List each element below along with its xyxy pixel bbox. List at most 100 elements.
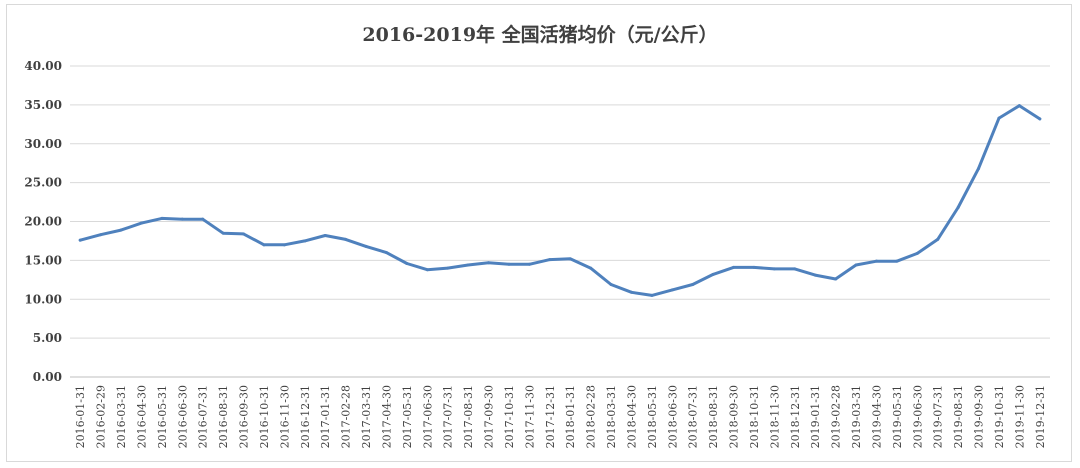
data-point [384,251,388,255]
x-tick-label: 2016-05-31 [156,385,169,448]
data-point [670,288,674,292]
x-tick-label: 2018-09-30 [728,385,741,448]
data-point [732,265,736,269]
data-point [139,221,143,225]
data-point [977,167,981,171]
x-tick-label: 2019-04-30 [870,385,883,448]
data-point [221,231,225,235]
data-point [589,266,593,270]
x-tick-label: 2016-12-31 [299,385,312,448]
x-tick-label: 2017-08-31 [462,385,475,448]
x-tick-label: 2017-01-31 [319,385,332,448]
data-point [425,268,429,272]
data-point [160,216,164,220]
x-tick-label: 2016-09-30 [238,385,251,448]
data-point [99,233,103,237]
data-point [78,238,82,242]
x-tick-label: 2019-11-30 [1013,385,1026,448]
x-tick-label: 2016-10-31 [258,385,271,448]
data-point [691,282,695,286]
data-point [752,265,756,269]
x-tick-label: 2019-07-31 [932,385,945,448]
x-tick-label: 2018-06-30 [666,385,679,448]
data-point [936,237,940,241]
data-point [282,243,286,247]
x-tick-label: 2016-08-31 [217,385,230,448]
x-axis-ticks: 2016-01-31 2016-02-29 2016-03-31 2016-04-30… [74,385,1047,448]
x-tick-label: 2018-01-31 [564,385,577,448]
y-tick-label: 15.00 [24,253,62,267]
data-point [629,290,633,294]
data-point [119,228,123,232]
data-point [568,257,572,261]
data-point [895,259,899,263]
x-tick-label: 2018-12-31 [789,385,802,448]
data-point [364,244,368,248]
x-tick-label: 2017-10-31 [503,385,516,448]
data-point [548,258,552,262]
x-tick-label: 2019-02-28 [830,385,843,448]
x-tick-label: 2016-02-29 [95,385,108,448]
x-tick-label: 2018-10-31 [748,385,761,448]
data-point [323,233,327,237]
x-tick-label: 2018-02-28 [585,385,598,448]
x-tick-label: 2016-04-30 [135,385,148,448]
data-point [854,263,858,267]
x-tick-label: 2019-01-31 [809,385,822,448]
x-tick-label: 2017-04-30 [380,385,393,448]
x-tick-label: 2018-03-31 [605,385,618,448]
x-tick-label: 2017-06-30 [421,385,434,448]
series-layer [78,104,1042,297]
data-point [834,277,838,281]
x-tick-label: 2019-05-31 [891,385,904,448]
gridlines [70,65,1050,378]
x-tick-label: 2016-03-31 [115,385,128,448]
data-point [813,273,817,277]
data-point [180,217,184,221]
x-tick-label: 2017-12-31 [544,385,557,448]
data-point [344,237,348,241]
data-point [1038,117,1042,121]
data-point [446,266,450,270]
x-tick-label: 2017-03-31 [360,385,373,448]
x-tick-label: 2017-07-31 [442,385,455,448]
data-point [711,272,715,276]
data-point [793,267,797,271]
data-point [772,267,776,271]
data-point [915,251,919,255]
x-tick-label: 2016-07-31 [197,385,210,448]
x-tick-label: 2019-06-30 [911,385,924,448]
series-line [78,104,1042,297]
x-tick-label: 2017-02-28 [340,385,353,448]
data-point [466,263,470,267]
data-point [507,262,511,266]
data-point [874,259,878,263]
y-tick-label: 0.00 [33,370,62,384]
x-tick-label: 2017-05-31 [401,385,414,448]
data-point [242,232,246,236]
data-point [201,217,205,221]
y-tick-label: 10.00 [24,292,62,306]
x-tick-label: 2016-11-30 [278,385,291,448]
x-tick-label: 2019-03-31 [850,385,863,448]
y-axis-ticks: 0.00 5.00 10.00 15.00 20.00 25.00 30.00 35.00 40… [24,59,62,384]
data-point [527,262,531,266]
x-tick-label: 2018-11-30 [768,385,781,448]
x-tick-label: 2018-05-31 [646,385,659,448]
y-tick-label: 20.00 [24,215,62,229]
data-point [487,261,491,265]
chart-title: 2016-2019年 全国活猪均价（元/公斤） [362,24,718,46]
data-point [1017,104,1021,108]
x-tick-label: 2019-08-31 [952,385,965,448]
x-tick-label: 2019-12-31 [1034,385,1047,448]
y-tick-label: 30.00 [24,137,62,151]
data-point [609,282,613,286]
x-tick-label: 2017-09-30 [483,385,496,448]
x-tick-label: 2018-08-31 [707,385,720,448]
data-point [303,239,307,243]
data-point [650,293,654,297]
chart-frame [6,4,1072,462]
x-tick-label: 2016-06-30 [176,385,189,448]
data-point [956,206,960,210]
